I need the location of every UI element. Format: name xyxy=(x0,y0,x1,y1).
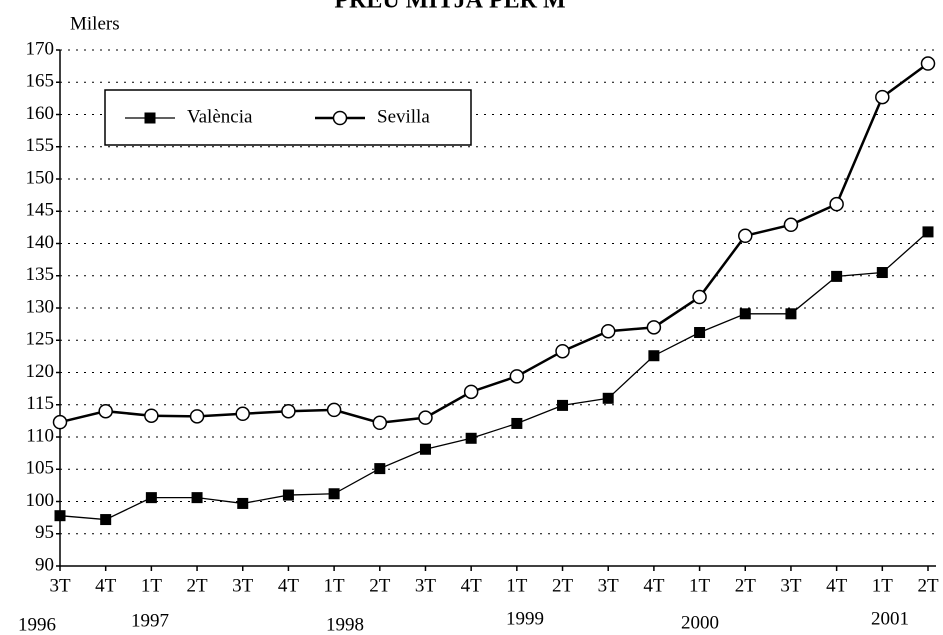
x-tick-label: 2T xyxy=(917,575,939,596)
x-tick-label: 1T xyxy=(872,575,894,596)
data-point xyxy=(54,510,66,522)
data-point xyxy=(648,350,660,362)
y-tick-label: 140 xyxy=(26,232,55,253)
x-tick-label: 3T xyxy=(780,575,802,596)
data-point xyxy=(100,514,112,526)
x-tick-label: 3T xyxy=(415,575,437,596)
x-tick-label: 4T xyxy=(826,575,848,596)
x-tick-label: 3T xyxy=(49,575,71,596)
y-tick-label: 125 xyxy=(26,329,55,350)
data-point xyxy=(785,308,797,320)
year-label: 1998 xyxy=(326,614,364,635)
data-point xyxy=(739,308,751,320)
data-point xyxy=(602,392,614,404)
x-tick-label: 3T xyxy=(232,575,254,596)
y-axis-label: Milers xyxy=(70,13,120,34)
x-tick-label: 4T xyxy=(643,575,665,596)
x-tick-label: 1T xyxy=(324,575,346,596)
data-point xyxy=(876,267,888,279)
y-tick-label: 160 xyxy=(26,103,55,124)
data-point xyxy=(557,399,569,411)
data-point xyxy=(829,196,844,212)
year-label: 2001 xyxy=(871,608,909,629)
data-point xyxy=(646,320,662,335)
x-tick-label: 4T xyxy=(461,575,483,596)
data-point xyxy=(145,492,157,504)
data-point xyxy=(237,497,249,509)
data-point xyxy=(694,327,706,339)
x-tick-label: 4T xyxy=(95,575,117,596)
data-point xyxy=(191,492,203,504)
legend-marker xyxy=(144,112,156,124)
data-point xyxy=(282,489,294,501)
x-tick-label: 4T xyxy=(278,575,300,596)
year-label: 2000 xyxy=(681,612,719,633)
data-point xyxy=(419,443,431,455)
y-tick-label: 100 xyxy=(26,490,55,511)
x-tick-label: 1T xyxy=(506,575,528,596)
data-point xyxy=(281,403,296,419)
legend-label: Sevilla xyxy=(377,106,430,127)
data-point xyxy=(783,217,799,233)
data-point xyxy=(463,384,479,400)
y-tick-label: 130 xyxy=(26,296,55,317)
y-tick-label: 150 xyxy=(26,167,55,188)
data-point xyxy=(235,406,250,422)
data-point xyxy=(692,289,707,305)
year-label: 1999 xyxy=(506,608,544,629)
y-tick-label: 115 xyxy=(26,393,54,414)
data-point xyxy=(922,226,934,238)
data-point xyxy=(326,402,342,418)
data-point xyxy=(372,415,388,431)
x-tick-label: 2T xyxy=(552,575,574,596)
data-point xyxy=(189,409,205,424)
chart-title: PREU MITJÀ PER M xyxy=(334,0,565,14)
data-point xyxy=(509,369,525,384)
data-point xyxy=(418,410,433,425)
data-point xyxy=(600,323,616,339)
data-point xyxy=(465,432,477,444)
data-point xyxy=(328,488,340,500)
data-point xyxy=(920,56,936,71)
y-tick-label: 120 xyxy=(26,361,55,382)
y-tick-label: 170 xyxy=(26,38,55,59)
x-tick-label: 2T xyxy=(186,575,208,596)
legend-marker xyxy=(332,110,348,126)
legend-label: València xyxy=(187,106,253,127)
y-tick-label: 105 xyxy=(26,458,55,479)
series-line xyxy=(59,231,929,521)
x-tick-label: 1T xyxy=(689,575,711,596)
x-tick-label: 2T xyxy=(369,575,391,596)
data-point xyxy=(555,343,570,359)
y-tick-label: 135 xyxy=(26,264,55,285)
year-label: 1997 xyxy=(131,610,169,631)
x-tick-label: 2T xyxy=(735,575,757,596)
x-tick-label: 3T xyxy=(598,575,620,596)
y-tick-label: 145 xyxy=(26,200,55,221)
data-point xyxy=(374,463,386,475)
series-line xyxy=(59,62,929,425)
data-point xyxy=(144,408,159,423)
data-point xyxy=(875,89,890,105)
year-label: 1996 xyxy=(18,614,56,635)
y-tick-label: 90 xyxy=(35,554,54,575)
data-point xyxy=(52,414,68,430)
x-tick-label: 1T xyxy=(141,575,163,596)
data-point xyxy=(98,403,113,419)
y-tick-label: 165 xyxy=(26,71,55,92)
y-tick-label: 110 xyxy=(26,425,54,446)
y-tick-label: 95 xyxy=(35,522,54,543)
data-point xyxy=(511,417,523,429)
y-tick-label: 155 xyxy=(26,135,55,156)
data-point xyxy=(831,270,843,282)
data-point xyxy=(738,228,753,244)
